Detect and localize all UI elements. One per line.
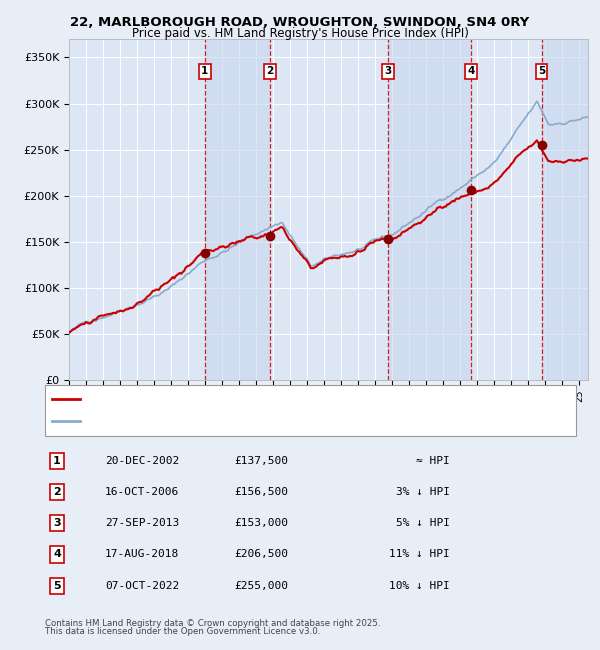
Text: £255,000: £255,000 [234,580,288,591]
Text: HPI: Average price, semi-detached house,  Swindon: HPI: Average price, semi-detached house,… [85,416,337,426]
Text: £206,500: £206,500 [234,549,288,560]
Text: 17-AUG-2018: 17-AUG-2018 [105,549,179,560]
Text: £137,500: £137,500 [234,456,288,466]
Text: Contains HM Land Registry data © Crown copyright and database right 2025.: Contains HM Land Registry data © Crown c… [45,619,380,628]
Bar [542,39,588,380]
Text: 22, MARLBOROUGH ROAD, WROUGHTON,  SWINDON,  SN4 0RY (semi-detached house): 22, MARLBOROUGH ROAD, WROUGHTON, SWINDON… [85,394,511,404]
Text: 27-SEP-2013: 27-SEP-2013 [105,518,179,528]
Text: 5: 5 [538,66,545,77]
Text: 3: 3 [53,518,61,528]
Text: 07-OCT-2022: 07-OCT-2022 [105,580,179,591]
Text: Price paid vs. HM Land Registry's House Price Index (HPI): Price paid vs. HM Land Registry's House … [131,27,469,40]
Text: 11% ↓ HPI: 11% ↓ HPI [389,549,450,560]
Text: 4: 4 [467,66,475,77]
Text: 5: 5 [53,580,61,591]
Text: 2: 2 [266,66,273,77]
Text: 5% ↓ HPI: 5% ↓ HPI [396,518,450,528]
Text: 16-OCT-2006: 16-OCT-2006 [105,487,179,497]
Bar [388,39,471,380]
Text: 10% ↓ HPI: 10% ↓ HPI [389,580,450,591]
Bar [205,39,269,380]
Text: £156,500: £156,500 [234,487,288,497]
Text: 4: 4 [53,549,61,560]
Text: 1: 1 [201,66,208,77]
Text: ≈ HPI: ≈ HPI [416,456,450,466]
Text: 3: 3 [384,66,392,77]
Text: This data is licensed under the Open Government Licence v3.0.: This data is licensed under the Open Gov… [45,627,320,636]
Text: 20-DEC-2002: 20-DEC-2002 [105,456,179,466]
Text: 2: 2 [53,487,61,497]
Text: £153,000: £153,000 [234,518,288,528]
Text: 1: 1 [53,456,61,466]
Text: 22, MARLBOROUGH ROAD, WROUGHTON, SWINDON, SN4 0RY: 22, MARLBOROUGH ROAD, WROUGHTON, SWINDON… [70,16,530,29]
Text: 3% ↓ HPI: 3% ↓ HPI [396,487,450,497]
